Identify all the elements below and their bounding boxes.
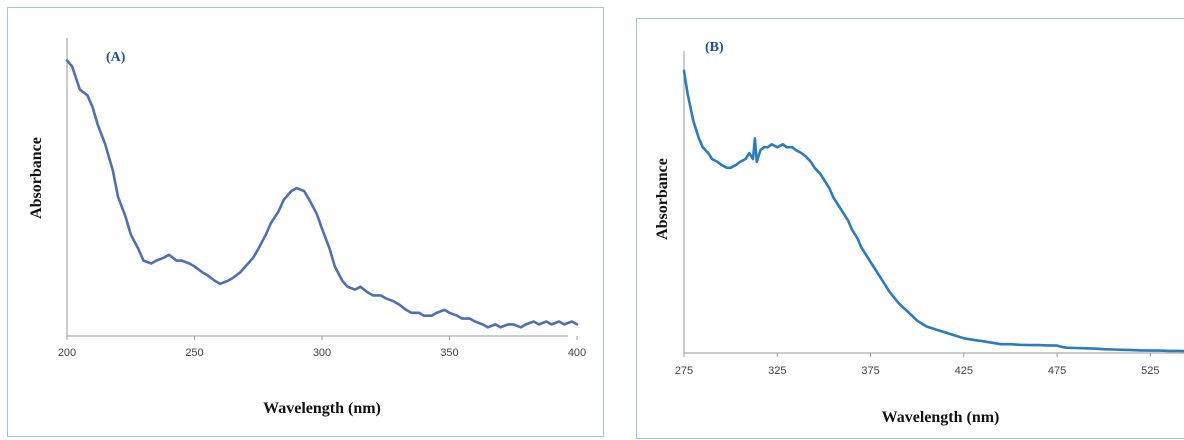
chart-b-svg: 275 325 375 425 475 525 Wavelength (nm) Absorba… — [654, 40, 1184, 426]
x-tick-label: 400 — [568, 347, 586, 359]
x-tick-label: 375 — [861, 365, 879, 377]
panel-label: (A) — [106, 50, 126, 65]
chart-panel-b: 275 325 375 425 475 525 Wavelength (nm) Absorba… — [636, 18, 1184, 439]
y-axis-title: Absorbance — [654, 158, 671, 240]
y-axis-title: Absorbance — [28, 137, 45, 219]
series-line-b — [682, 69, 1184, 353]
x-axis-title: Wavelength (nm) — [882, 409, 1000, 426]
x-tick-label: 325 — [768, 365, 786, 377]
x-tick-label: 250 — [185, 347, 203, 359]
chart-a-svg: 200 250 300 350 400 Wavelength (nm) Absorbance… — [28, 38, 586, 417]
series-line-a — [65, 59, 579, 329]
x-tick-label: 525 — [1141, 365, 1159, 377]
x-tick-label: 350 — [440, 347, 458, 359]
chart-panel-a: 200 250 300 350 400 Wavelength (nm) Absorbance… — [7, 7, 604, 437]
panel-label: (B) — [705, 40, 724, 55]
x-tick-label: 425 — [955, 365, 973, 377]
x-axis-title: Wavelength (nm) — [263, 400, 381, 417]
x-tick-label: 200 — [58, 347, 76, 359]
x-tick-label: 475 — [1048, 365, 1066, 377]
x-tick-label: 300 — [313, 347, 331, 359]
x-tick-label: 275 — [675, 365, 693, 377]
